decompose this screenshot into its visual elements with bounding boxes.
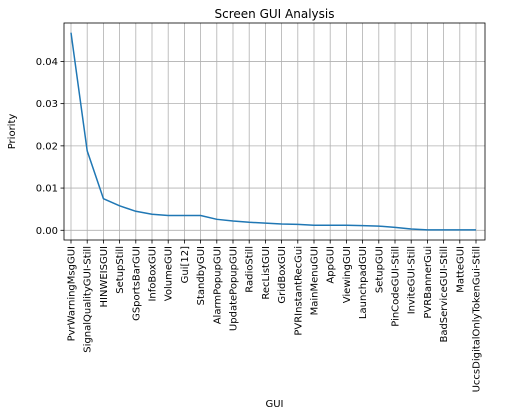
y-tick-label: 0.03 bbox=[36, 99, 58, 110]
x-tick-label: GridBoxGUI bbox=[277, 246, 288, 304]
data-point bbox=[216, 218, 218, 220]
x-tick-label: VolumeGUI bbox=[164, 246, 175, 301]
data-point bbox=[135, 210, 137, 212]
data-point bbox=[119, 205, 121, 207]
data-point bbox=[475, 229, 477, 231]
x-tick-label: MainMenuGUI bbox=[310, 246, 321, 315]
x-tick-label: SetupStill bbox=[115, 246, 126, 294]
data-point bbox=[426, 229, 428, 231]
x-tick-label: Gui[12] bbox=[180, 246, 191, 283]
data-point bbox=[459, 229, 461, 231]
x-tick-label: AppGUI bbox=[326, 246, 337, 284]
x-tick-label: UccsDigitalOnlyTokenGui-Still bbox=[472, 246, 483, 392]
data-point bbox=[345, 224, 347, 226]
x-tick-label: PvrWarningMsgGUI bbox=[67, 246, 78, 341]
y-tick-label: 0.01 bbox=[36, 184, 58, 195]
y-axis: 0.00 0.01 0.02 0.03 0.04 bbox=[36, 57, 64, 237]
data-point bbox=[362, 225, 364, 227]
y-tick-label: 0.04 bbox=[36, 57, 58, 68]
data-point bbox=[102, 198, 104, 200]
x-tick-label: PinCodeGUI-Still bbox=[391, 246, 402, 327]
x-tick-label: UpdatePopupGUI bbox=[229, 246, 240, 331]
data-point bbox=[151, 213, 153, 215]
x-tick-label: InfoBoxGUI bbox=[148, 246, 159, 302]
data-point bbox=[248, 221, 250, 223]
data-point bbox=[329, 224, 331, 226]
y-axis-label: Priority bbox=[7, 114, 18, 150]
data-point bbox=[313, 224, 315, 226]
x-tick-label: RecListGUI bbox=[261, 246, 272, 300]
x-tick-label: InviteGUI-Still bbox=[407, 246, 418, 314]
y-tick-label: 0.02 bbox=[36, 141, 58, 152]
x-tick-label: RadioStill bbox=[245, 246, 256, 293]
x-tick-label: StandbyGUI bbox=[196, 246, 207, 305]
x-tick-label: PVRInstantRecGui bbox=[293, 246, 304, 336]
data-point bbox=[410, 228, 412, 230]
x-tick-label: AlarmPopupGUI bbox=[212, 246, 223, 324]
data-point bbox=[297, 223, 299, 225]
data-point bbox=[281, 223, 283, 225]
line-layer bbox=[70, 32, 477, 231]
x-tick-label: HINWEISGUI bbox=[99, 246, 110, 307]
series-line bbox=[70, 32, 476, 231]
data-point bbox=[183, 215, 185, 217]
data-point bbox=[394, 226, 396, 228]
data-point bbox=[200, 215, 202, 217]
plot-frame bbox=[63, 22, 486, 241]
x-tick-label: BadServiceGUI-Still bbox=[439, 246, 450, 343]
grid bbox=[64, 23, 485, 240]
x-tick-label: SignalQualityGUI-Still bbox=[83, 246, 94, 353]
x-tick-label: MatteGUI bbox=[455, 246, 466, 293]
data-point bbox=[70, 32, 72, 34]
data-point bbox=[86, 150, 88, 152]
x-tick-label: ViewingGUI bbox=[342, 246, 353, 303]
x-tick-label: SetupGUI bbox=[374, 246, 385, 293]
plot-area-background bbox=[64, 23, 485, 240]
y-tick-label: 0.00 bbox=[36, 226, 58, 237]
x-tick-label: LaunchpadGUI bbox=[358, 246, 369, 319]
data-point bbox=[167, 215, 169, 217]
chart-title: Screen GUI Analysis bbox=[215, 7, 335, 21]
x-tick-label: PVRBannerGui bbox=[423, 246, 434, 319]
data-point bbox=[232, 220, 234, 222]
data-point bbox=[378, 225, 380, 227]
x-axis: PvrWarningMsgGUI SignalQualityGUI-Still HI… bbox=[67, 240, 483, 392]
x-axis-label: GUI bbox=[265, 399, 283, 410]
x-tick-label: GSportsBarGUI bbox=[131, 246, 142, 321]
data-point bbox=[443, 229, 445, 231]
data-point bbox=[264, 222, 266, 224]
